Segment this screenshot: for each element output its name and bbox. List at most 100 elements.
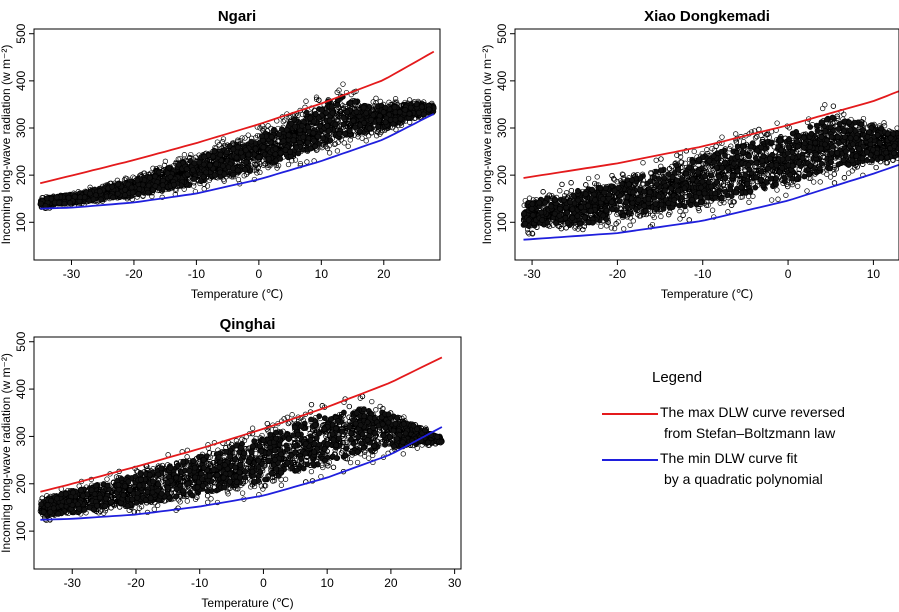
x-tick-label: -10 (188, 267, 206, 281)
x-tick-label: 0 (256, 267, 263, 281)
scatter-point (425, 106, 432, 113)
scatter-point (691, 148, 697, 155)
y-tick-label: 200 (14, 165, 28, 185)
scatter-point (312, 143, 319, 150)
x-tick-label: 20 (377, 267, 391, 281)
scatter-point (318, 107, 325, 114)
scatter-point (347, 100, 354, 106)
scatter-point (152, 183, 159, 189)
scatter-point (413, 101, 420, 108)
scatter-point (331, 141, 338, 148)
scatter-point (238, 149, 244, 156)
scatter-point (841, 111, 847, 117)
scatter-point (230, 171, 236, 178)
scatter-point (705, 202, 711, 208)
scatter-point (290, 137, 297, 144)
scatter-point (233, 154, 240, 161)
panel-1: -30 -20 -10 0 10 20100200300400500NgariTemper… (0, 8, 441, 301)
x-tick-label: -30 (63, 267, 81, 281)
scatter-point (299, 123, 305, 129)
scatter-point (375, 117, 382, 124)
scatter-point (282, 117, 288, 123)
scatter-point (341, 130, 348, 137)
y-tick-label: 300 (14, 118, 28, 138)
scatter-point (572, 225, 578, 231)
scatter-point (223, 149, 230, 155)
scatter-point (276, 131, 282, 138)
x-tick-label: -20 (125, 267, 143, 281)
scatter-point (152, 173, 158, 180)
scatter-point (573, 224, 579, 230)
scatter-point (268, 134, 275, 140)
scatter-point (280, 138, 287, 144)
scatter-point (696, 207, 702, 214)
scatter-point (345, 143, 351, 149)
scatter-point (270, 127, 277, 134)
scatter-point (98, 196, 104, 203)
scatter-point (297, 160, 304, 167)
scatter-point (245, 151, 252, 158)
scatter-point (96, 188, 103, 195)
scatter-point (304, 159, 310, 165)
scatter-point (170, 181, 177, 188)
scatter-point (334, 102, 341, 108)
scatter-point (239, 135, 245, 141)
scatter-point (115, 181, 121, 188)
scatter-point (295, 112, 301, 119)
scatter-points (37, 81, 437, 212)
scatter-point (56, 199, 63, 206)
y-tick-label: 400 (14, 71, 28, 91)
scatter-point (733, 131, 739, 137)
scatter-point (200, 173, 207, 180)
scatter-point (557, 188, 563, 194)
scatter-point (191, 176, 198, 182)
scatter-point (67, 200, 73, 206)
scatter-point (366, 125, 373, 132)
scatter-point (811, 179, 817, 185)
scatter-point (324, 123, 330, 129)
scatter-point (795, 183, 801, 189)
scatter-point (130, 174, 136, 180)
scatter-point (292, 123, 298, 130)
scatter-point (159, 182, 166, 189)
scatter-point (242, 147, 249, 153)
scatter-point (278, 126, 285, 133)
scatter-point (344, 109, 351, 116)
scatter-point (285, 161, 292, 168)
scatter-point (61, 200, 68, 207)
plot-frame (33, 28, 441, 261)
scatter-point (619, 171, 626, 177)
scatter-point (122, 186, 128, 193)
scatter-point (627, 222, 633, 228)
scatter-point (191, 160, 198, 167)
scatter-point (725, 209, 731, 215)
scatter-point (359, 135, 365, 141)
scatter-point (242, 135, 248, 141)
scatter-point (380, 109, 387, 116)
scatter-point (265, 155, 272, 162)
scatter-point (727, 199, 733, 205)
scatter-point (257, 169, 263, 176)
scatter-point (328, 103, 335, 110)
scatter-point (129, 189, 136, 196)
scatter-point (234, 144, 241, 151)
scatter-point (305, 124, 311, 131)
scatter-point (188, 151, 194, 158)
scatter-point (391, 104, 398, 111)
scatter-point (293, 144, 300, 151)
scatter-point (181, 186, 187, 192)
scatter-point (219, 139, 226, 145)
scatter-point (679, 159, 685, 165)
y-tick-label: 100 (14, 212, 28, 232)
scatter-point (353, 109, 360, 115)
scatter-point (769, 197, 775, 203)
scatter-point (352, 124, 359, 131)
scatter-point (316, 97, 322, 103)
scatter-point (280, 118, 286, 125)
scatter-point (361, 120, 367, 126)
scatter-point (326, 150, 333, 156)
scatter-point (184, 171, 191, 178)
scatter-point (252, 161, 258, 168)
scatter-point (260, 144, 267, 151)
